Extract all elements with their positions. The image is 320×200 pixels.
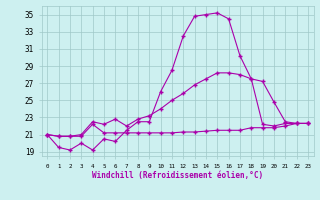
X-axis label: Windchill (Refroidissement éolien,°C): Windchill (Refroidissement éolien,°C) (92, 171, 263, 180)
